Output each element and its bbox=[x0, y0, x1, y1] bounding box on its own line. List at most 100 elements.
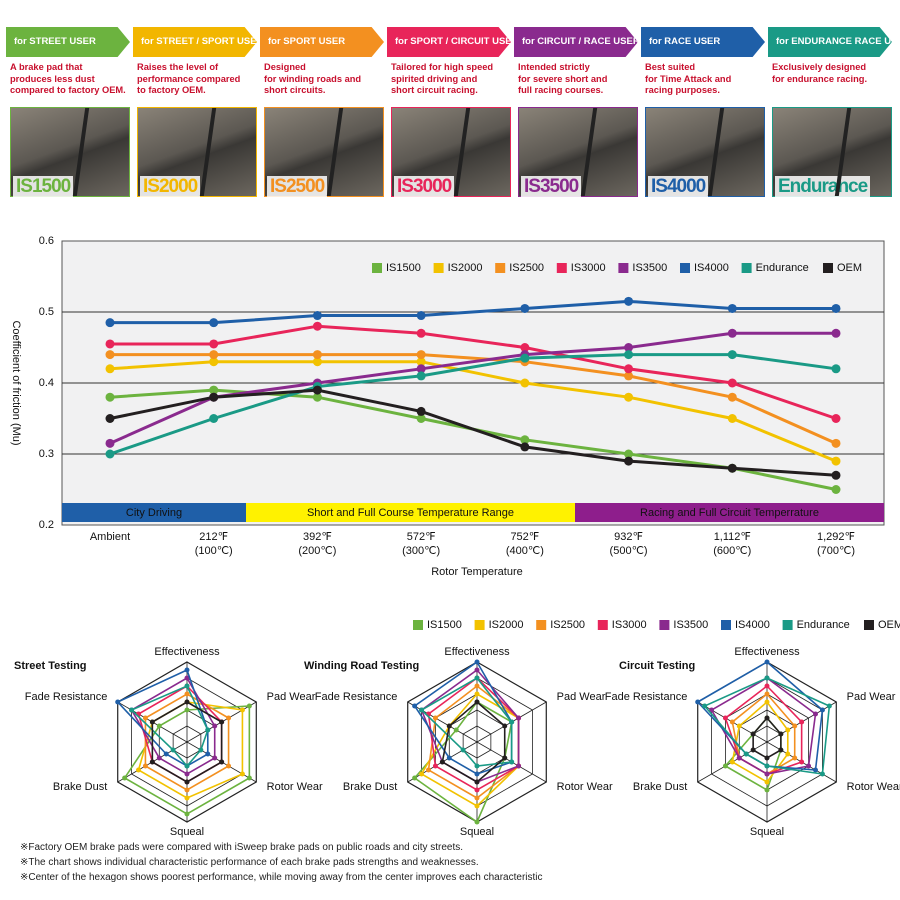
footnote: ※Center of the hexagon shows poorest per… bbox=[20, 872, 543, 883]
radar-point bbox=[426, 767, 432, 773]
radar-point bbox=[460, 747, 466, 753]
data-point bbox=[624, 371, 634, 381]
data-point bbox=[831, 364, 841, 374]
radar-point bbox=[129, 707, 135, 713]
radar-point bbox=[156, 723, 162, 729]
data-point bbox=[520, 435, 530, 445]
data-point bbox=[727, 328, 737, 338]
data-point bbox=[105, 414, 115, 423]
radar-axis-label: Fade Resistance bbox=[605, 691, 688, 703]
radar-title: Circuit Testing bbox=[619, 660, 695, 672]
data-point bbox=[624, 449, 634, 459]
data-point bbox=[520, 442, 530, 452]
data-point bbox=[624, 364, 634, 374]
data-point bbox=[624, 296, 634, 306]
radar-point bbox=[695, 699, 701, 705]
data-point bbox=[209, 350, 219, 360]
product-name: IS2000 bbox=[140, 176, 201, 198]
usage-label: for STREET / SPORT USER bbox=[133, 27, 257, 57]
radar-point bbox=[474, 691, 480, 697]
legend-label: IS3000 bbox=[571, 262, 606, 274]
radar-point bbox=[170, 747, 176, 753]
pad-photo: Endurance bbox=[772, 107, 892, 198]
data-point bbox=[624, 343, 634, 352]
data-point bbox=[727, 414, 737, 423]
radar-point bbox=[806, 763, 812, 769]
radar-point bbox=[419, 771, 425, 777]
radar-point bbox=[184, 675, 190, 681]
legend-swatch bbox=[433, 263, 444, 273]
x-tick-label: 392℉ (200℃) bbox=[298, 531, 336, 557]
radar-point bbox=[778, 731, 784, 737]
radar-point bbox=[509, 759, 515, 765]
radar-point bbox=[474, 699, 480, 705]
radar-point bbox=[246, 703, 252, 709]
product-card: for STREET USER A brake pad that produces… bbox=[6, 27, 130, 199]
data-point bbox=[312, 357, 322, 367]
data-point bbox=[727, 350, 737, 360]
radar-point bbox=[184, 771, 190, 777]
data-point bbox=[312, 350, 322, 360]
radar-point bbox=[474, 683, 480, 689]
radar-point bbox=[764, 675, 770, 681]
radar-point bbox=[142, 715, 148, 721]
radar-point bbox=[702, 703, 708, 709]
radar-point bbox=[149, 759, 155, 765]
data-point bbox=[520, 378, 530, 388]
radar-axis-label: Pad Wear bbox=[267, 691, 316, 703]
description: Designed for winding roads and short cir… bbox=[264, 62, 362, 95]
radar-point bbox=[149, 719, 155, 725]
range-band bbox=[246, 503, 575, 522]
radar-point bbox=[115, 699, 121, 705]
radar-point bbox=[764, 715, 770, 721]
radar-point bbox=[764, 779, 770, 785]
radar-point bbox=[474, 659, 480, 665]
legend-label: IS4000 bbox=[735, 619, 770, 631]
data-point bbox=[831, 414, 841, 423]
legend-swatch bbox=[556, 263, 567, 273]
data-point bbox=[209, 357, 219, 367]
legend-swatch bbox=[721, 620, 731, 630]
radar-point bbox=[184, 795, 190, 801]
radar-point bbox=[219, 759, 225, 765]
radar-point bbox=[184, 691, 190, 697]
radar-axis-label: Rotor Wear bbox=[267, 781, 323, 793]
radar-point bbox=[799, 719, 805, 725]
usage-label: for RACE USER bbox=[641, 27, 765, 57]
series-line bbox=[110, 353, 837, 445]
radar-point bbox=[812, 711, 818, 717]
radar-point bbox=[474, 795, 480, 801]
radar-point bbox=[750, 747, 756, 753]
range-band bbox=[62, 503, 246, 522]
radar-axis-label: Brake Dust bbox=[343, 781, 397, 793]
range-band-label: Short and Full Course Temperature Range bbox=[307, 507, 514, 519]
description: Best suited for Time Attack and racing p… bbox=[645, 62, 732, 95]
data-point bbox=[416, 371, 426, 381]
radar-point bbox=[142, 763, 148, 769]
radar-point bbox=[474, 819, 480, 825]
data-point bbox=[831, 438, 841, 448]
data-point bbox=[209, 414, 219, 423]
radar-point bbox=[446, 755, 452, 761]
radar-point bbox=[502, 755, 508, 761]
radar-point bbox=[474, 803, 480, 809]
radar-point bbox=[136, 767, 142, 773]
radar-point bbox=[764, 763, 770, 769]
legend-label: IS1500 bbox=[427, 619, 462, 631]
usage-label: for SPORT USER bbox=[260, 27, 384, 57]
radar-point bbox=[743, 751, 749, 757]
legend-label: IS2500 bbox=[550, 619, 585, 631]
pad-photo: IS4000 bbox=[645, 107, 765, 198]
radar-point bbox=[502, 723, 508, 729]
radar-point bbox=[239, 707, 245, 713]
radar-point bbox=[184, 763, 190, 769]
data-point bbox=[416, 328, 426, 338]
radar-point bbox=[474, 787, 480, 793]
radar-point bbox=[122, 775, 128, 781]
usage-label: for SPORT / CIRCUIT USER bbox=[387, 27, 511, 57]
radar-point bbox=[212, 755, 218, 761]
radar-point bbox=[729, 719, 735, 725]
data-point bbox=[520, 353, 530, 363]
